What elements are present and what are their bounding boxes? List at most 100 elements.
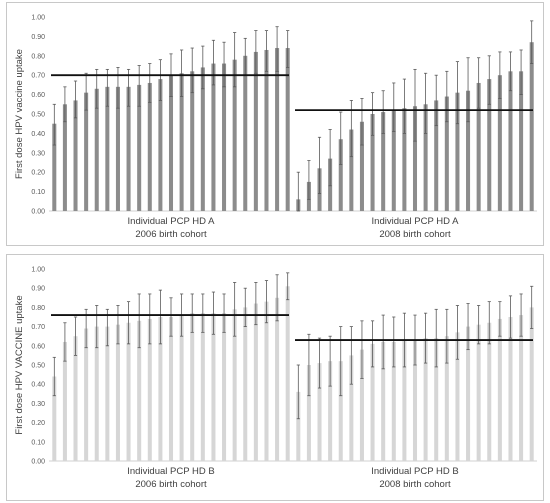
bar [179,315,184,461]
y-tick-label: 0.20 [31,420,45,427]
bar [306,365,311,461]
bar [190,313,195,461]
bar [455,92,460,211]
bar [84,92,89,211]
y-tick-label: 0.70 [31,73,45,80]
bar [519,315,524,461]
bar [137,320,142,461]
group-label-1-line1: Individual PCP HD B [127,466,214,477]
bar [402,340,407,461]
bar [232,309,237,461]
chart-top: First dose HPV vaccine uptake Individual… [14,15,537,240]
bar [359,121,364,211]
bar [370,114,375,211]
y-tick-label: 0.00 [31,209,45,216]
bar [232,59,237,212]
bar [391,341,396,461]
bar [285,48,290,211]
bar [444,336,449,461]
y-tick-label: 0.90 [31,34,45,41]
bar [370,343,375,461]
bar [62,104,67,211]
bar [211,63,216,212]
bar [412,340,418,461]
bar [94,326,99,461]
y-axis-label: First dose HPV VACCINE uptake [14,295,25,434]
bar [338,361,343,461]
bar [115,324,120,461]
bar [296,391,301,461]
bar [84,328,89,461]
bar [423,338,428,461]
bar [328,361,333,461]
bar [158,79,163,211]
y-tick-label: 0.00 [31,459,45,466]
bar [137,84,142,211]
bar [423,104,428,211]
bar [317,363,322,461]
bar [466,90,471,211]
bar [52,123,57,211]
bar [253,51,258,211]
bar [508,71,513,211]
bar [126,322,131,461]
bar [168,317,174,461]
group-label-2-line1: Individual PCP HD A [372,216,460,227]
bar [487,322,492,461]
y-tick-label: 0.90 [31,286,45,293]
bar [222,63,227,212]
bar [476,324,481,461]
bar [243,307,248,461]
y-tick-label: 1.00 [31,267,45,274]
bar [529,307,534,461]
bar [264,49,269,212]
bar [73,100,78,211]
bar [200,67,205,211]
bar [105,326,110,461]
bar [466,326,471,461]
bar [179,73,184,211]
bar [349,129,354,211]
bar [285,286,290,461]
group-label-2-line2: 2008 birth cohort [379,479,451,490]
bar [168,75,174,211]
bar [222,313,227,461]
group-label-2-line2: 2008 birth cohort [379,229,451,240]
bar [434,338,439,461]
bar [338,139,343,211]
y-tick-label: 0.40 [31,382,45,389]
bar [476,82,481,212]
y-tick-label: 0.60 [31,343,45,350]
bar [253,303,258,461]
bar [497,318,502,461]
bar [455,332,460,461]
bar [243,55,248,211]
bar [275,297,280,461]
bar [275,48,280,211]
bar [359,349,364,461]
group-label-1-line2: 2006 birth cohort [135,229,207,240]
group-label-1-line1: Individual PCP HD A [128,216,216,227]
group-label-2-line1: Individual PCP HD B [371,466,458,477]
bar [487,79,492,211]
bar [264,301,269,461]
chart-panel-bottom: First dose HPV VACCINE uptake Individual… [6,254,544,501]
y-tick-label: 0.50 [31,112,45,119]
bar [519,71,524,211]
bar [211,313,216,461]
bar [444,96,449,211]
y-tick-label: 0.30 [31,401,45,408]
bar [497,75,502,211]
bar [62,341,67,461]
bar [73,336,78,461]
bar [158,317,163,461]
bar [200,313,205,461]
chart-bottom: First dose HPV VACCINE uptake Individual… [14,267,537,490]
y-tick-label: 0.70 [31,324,45,331]
y-tick-label: 1.00 [31,15,45,22]
bar [381,341,386,461]
group-label-1-line2: 2006 birth cohort [135,479,207,490]
bar [190,71,195,211]
bar [402,108,407,211]
bar [115,86,120,211]
